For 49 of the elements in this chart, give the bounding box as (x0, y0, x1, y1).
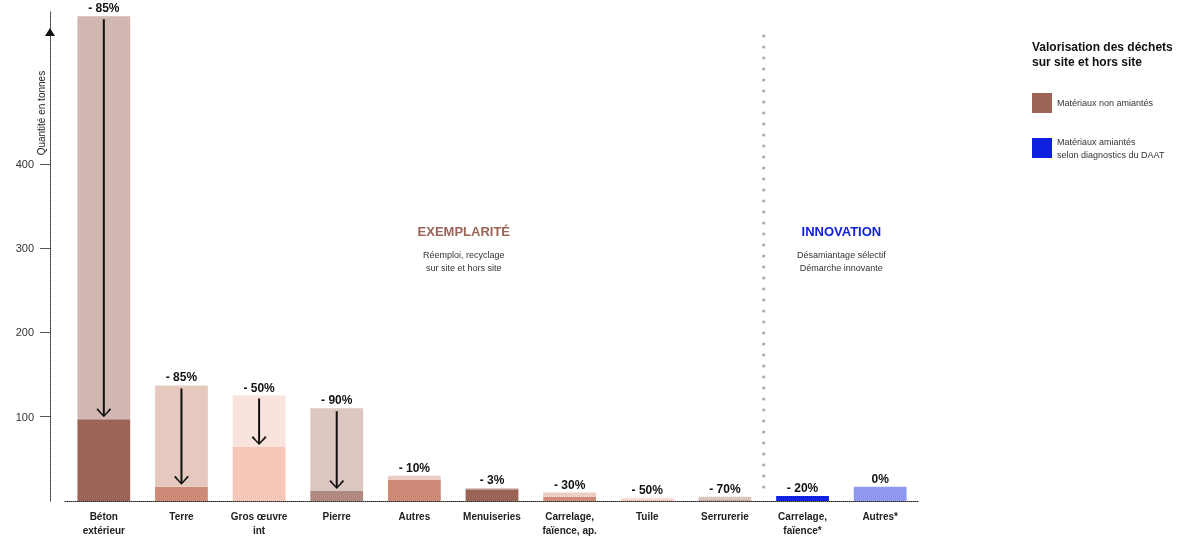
x-tick-label: Autres* (862, 510, 899, 522)
y-tick-label: 200 (15, 326, 34, 339)
x-tick-label: Tuile (635, 510, 660, 522)
bar (776, 495, 829, 501)
annotation: - 10% (398, 460, 431, 475)
y-tick-label: 300 (15, 242, 34, 255)
x-tick-label: Menuiseries (463, 510, 522, 522)
bar (310, 408, 364, 491)
annotation: 0% (871, 471, 890, 486)
x-tick-label: Pierre (322, 510, 352, 522)
annotation: INNOVATION (801, 224, 882, 239)
x-tick-label: Gros œuvre int (230, 510, 288, 536)
bar (232, 447, 286, 501)
annotation: - 70% (709, 481, 741, 496)
x-tick-label: Carrelage, faïence, ap. (542, 510, 598, 536)
annotation: - 85% (165, 370, 198, 385)
annotation: - 50% (631, 482, 664, 497)
annotation: - 30% (553, 477, 586, 492)
bar (155, 486, 208, 501)
bar (232, 395, 286, 448)
annotation: - 20% (786, 480, 819, 495)
y-axis-title: Quantité en tonnes (35, 70, 47, 156)
bar (543, 496, 597, 501)
y-tick-label: 100 (15, 410, 34, 423)
legend-title: Valorisation des déchets sur site et hors site (1032, 39, 1174, 69)
x-tick-label: Carrelage, faïence* (778, 510, 828, 536)
x-tick-label: Autres (398, 510, 431, 522)
x-tick-label: Béton extérieur (82, 510, 126, 536)
annotation: Désamiantage sélectif Démarche innovante (797, 249, 887, 273)
bar (310, 490, 364, 501)
bar (77, 16, 131, 420)
x-tick-label: Terre (169, 510, 195, 522)
bar (387, 479, 441, 501)
bar (387, 475, 441, 480)
bar (155, 385, 208, 487)
bar (543, 492, 597, 497)
annotation: - 3% (479, 473, 505, 488)
x-tick-label: Serrurerie (701, 510, 750, 522)
bar (465, 489, 519, 501)
legend-label: Matériaux non amiantés (1057, 98, 1154, 108)
bar (853, 486, 907, 501)
annotation: - 90% (321, 393, 353, 408)
annotation: - 50% (243, 380, 276, 395)
annotation: - 85% (88, 1, 120, 16)
annotation: Réemploi, recyclage sur site et hors site (423, 249, 505, 273)
bar (77, 419, 131, 501)
legend-label: Matériaux amiantés selon diagnostics du DAAT (1057, 136, 1165, 160)
annotation: EXEMPLARITÉ (417, 224, 511, 239)
y-tick-label: 400 (15, 157, 34, 170)
